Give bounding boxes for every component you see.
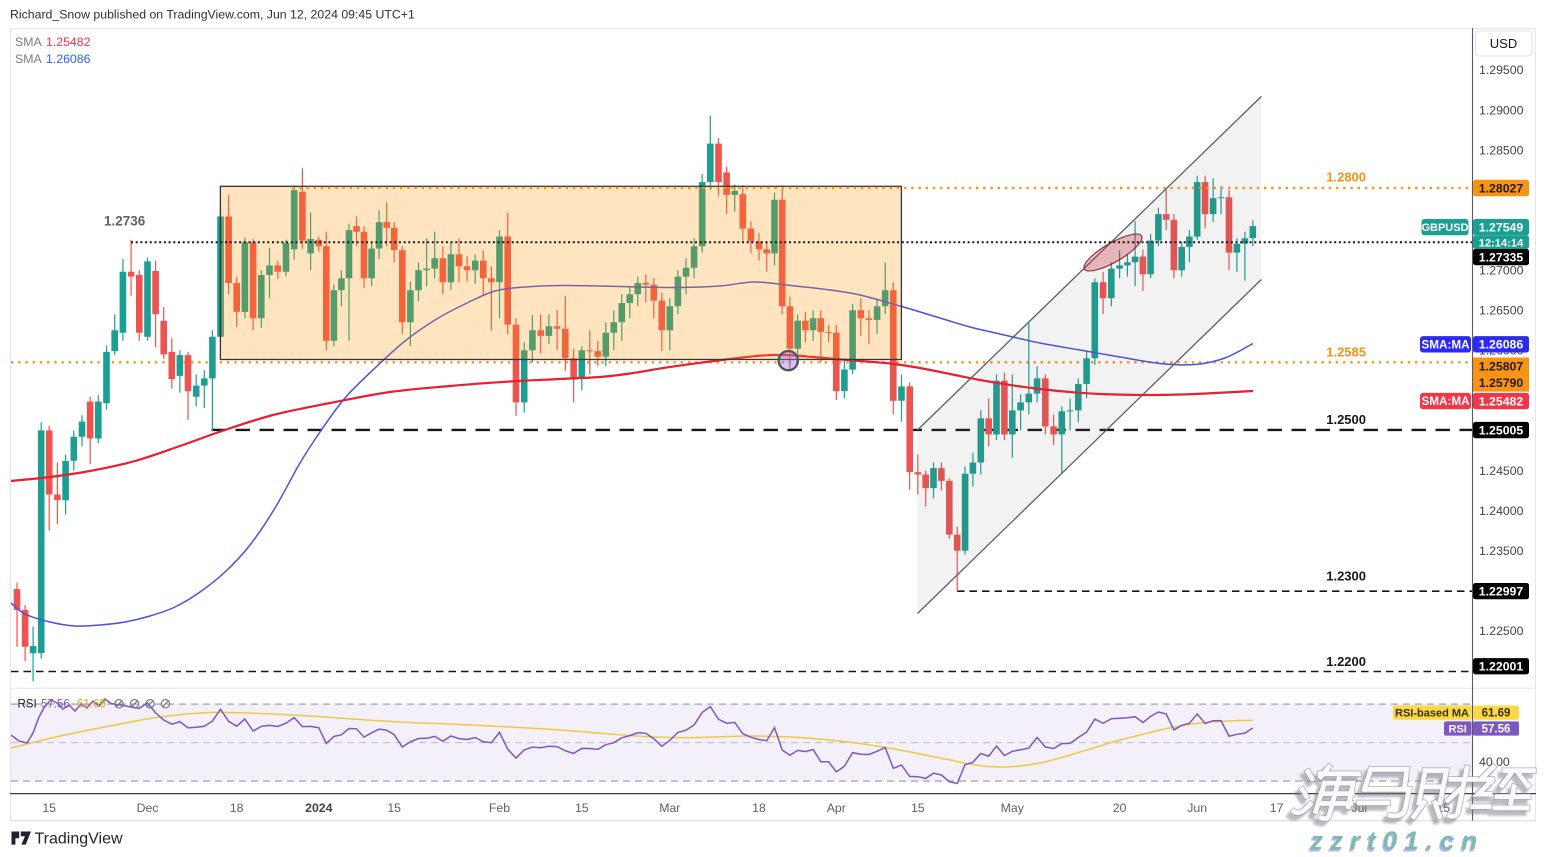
svg-text:1.2736: 1.2736 <box>104 213 146 228</box>
svg-text:1.29000: 1.29000 <box>1479 103 1524 117</box>
svg-text:57.56: 57.56 <box>1482 723 1511 735</box>
svg-text:2024: 2024 <box>305 801 333 815</box>
svg-text:RSI-based MA: RSI-based MA <box>1395 707 1469 719</box>
svg-text:1.26086: 1.26086 <box>1479 338 1524 352</box>
svg-text:1.22001: 1.22001 <box>1479 659 1524 673</box>
svg-text:20: 20 <box>1113 801 1127 815</box>
svg-text:1.25807: 1.25807 <box>1479 360 1524 374</box>
svg-text:GBPUSD: GBPUSD <box>1421 222 1468 234</box>
svg-text:1.27549: 1.27549 <box>1479 220 1524 234</box>
svg-text:61.69: 61.69 <box>77 699 106 711</box>
svg-text:1.25005: 1.25005 <box>1479 423 1524 437</box>
svg-text:1.22500: 1.22500 <box>1479 624 1524 638</box>
svg-text:15: 15 <box>42 801 56 815</box>
svg-text:1.25482: 1.25482 <box>1479 394 1524 408</box>
svg-text:Dec: Dec <box>137 801 159 815</box>
svg-text:18: 18 <box>230 801 244 815</box>
svg-text:USD: USD <box>1490 36 1517 51</box>
svg-text:1.28500: 1.28500 <box>1479 143 1524 157</box>
svg-text:18: 18 <box>752 801 766 815</box>
svg-text:1.25790: 1.25790 <box>1479 376 1524 390</box>
svg-text:61.69: 61.69 <box>1482 707 1511 719</box>
svg-text:1.2800: 1.2800 <box>1326 170 1366 185</box>
svg-text:RSI: RSI <box>1449 723 1467 735</box>
svg-text:1.2200: 1.2200 <box>1326 654 1366 669</box>
svg-text:TradingView: TradingView <box>35 831 123 848</box>
svg-text:12:14:14: 12:14:14 <box>1479 237 1525 249</box>
svg-text:1.26086: 1.26086 <box>46 52 91 66</box>
svg-text:1.24500: 1.24500 <box>1479 464 1524 478</box>
svg-text:1.29500: 1.29500 <box>1479 63 1524 77</box>
svg-text:Feb: Feb <box>489 801 510 815</box>
svg-text:SMA: SMA <box>15 35 42 49</box>
svg-text:1.26500: 1.26500 <box>1479 304 1524 318</box>
svg-text:RSI: RSI <box>18 699 37 711</box>
svg-text:1.27000: 1.27000 <box>1479 264 1524 278</box>
svg-text:17: 17 <box>1270 801 1284 815</box>
svg-text:15: 15 <box>911 801 925 815</box>
svg-text:SMA:MA: SMA:MA <box>1421 395 1470 408</box>
svg-text:1.25482: 1.25482 <box>46 35 91 49</box>
svg-text:zzrt01.cn: zzrt01.cn <box>1309 826 1484 856</box>
svg-text:57.56: 57.56 <box>41 699 70 711</box>
svg-text:1.22997: 1.22997 <box>1479 584 1524 598</box>
svg-text:1.2500: 1.2500 <box>1326 412 1366 427</box>
svg-text:Mar: Mar <box>659 801 680 815</box>
svg-text:1.24000: 1.24000 <box>1479 504 1524 518</box>
svg-text:1.2300: 1.2300 <box>1326 569 1366 584</box>
svg-text:1.23500: 1.23500 <box>1479 544 1524 558</box>
svg-text:Jun: Jun <box>1187 801 1207 815</box>
svg-text:1.27335: 1.27335 <box>1479 250 1524 264</box>
svg-text:zzrt01.cn: zzrt01.cn <box>1308 828 1483 857</box>
svg-text:May: May <box>1001 801 1025 815</box>
svg-text:15: 15 <box>387 801 401 815</box>
svg-text:Richard_Snow published on Trad: Richard_Snow published on TradingView.co… <box>10 8 415 22</box>
svg-text:SMA: SMA <box>15 52 42 66</box>
svg-text:Apr: Apr <box>827 801 846 815</box>
svg-text:1.2585: 1.2585 <box>1326 344 1366 359</box>
svg-text:15: 15 <box>575 801 589 815</box>
svg-text:40.00: 40.00 <box>1479 755 1510 769</box>
svg-text:SMA:MA: SMA:MA <box>1421 338 1470 351</box>
svg-text:1.28027: 1.28027 <box>1479 181 1524 195</box>
